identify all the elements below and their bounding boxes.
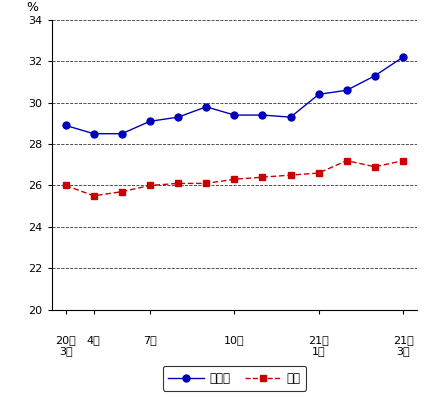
Text: 7月: 7月	[143, 335, 157, 345]
Legend: 岐阜県, 全国: 岐阜県, 全国	[163, 366, 306, 391]
Text: 21年
1月: 21年 1月	[308, 335, 329, 356]
Text: %: %	[26, 1, 38, 14]
Text: 10月: 10月	[224, 335, 245, 345]
Text: 4月: 4月	[87, 335, 101, 345]
Text: 20年
3月: 20年 3月	[55, 335, 76, 356]
Text: 21年
3月: 21年 3月	[393, 335, 413, 356]
